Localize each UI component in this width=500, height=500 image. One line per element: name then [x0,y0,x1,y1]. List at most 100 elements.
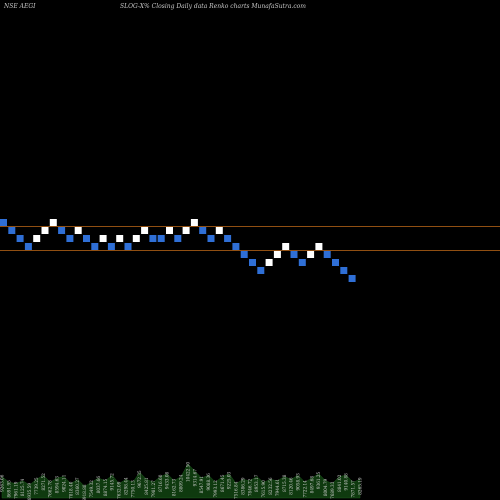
renko-brick-up [215,227,223,234]
volume-label: 8232.56 [268,477,273,495]
volume-label: 8162.73 [172,478,177,496]
renko-brick-up [273,251,281,258]
renko-brick-up [166,227,173,234]
volume-label: 7846.72 [247,478,252,496]
volume-label: 7750.13 [130,480,135,498]
renko-brick-down [199,227,207,234]
volume-label: 7689.33 [330,481,335,499]
volume-label: 9088.36 [206,473,211,491]
renko-brick-down [240,251,248,258]
volume-label: 9314.67 [192,469,197,487]
renko-brick-down [323,251,331,258]
volume-label: 7615.90 [261,480,266,498]
renko-brick-up [49,219,57,226]
volume-label: 7981.27 [151,480,156,498]
renko-brick-down [257,267,265,274]
renko-bricks [0,219,356,282]
renko-brick-down [332,259,339,266]
volume-label: 7993.12 [213,480,218,498]
renko-brick-down [0,219,7,226]
renko-brick-up [190,219,198,226]
renko-brick-up [182,227,190,234]
volume-label: 9225.03 [227,471,232,489]
renko-brick-down [157,235,165,242]
renko-brick-up [307,251,315,258]
renko-brick-up [33,235,41,242]
renko-brick-down [149,235,157,242]
renko-brick-down [348,275,356,282]
renko-brick-down [298,259,306,266]
volume-label: 9145.72 [110,473,115,491]
renko-brick-down [16,235,24,242]
renko-brick-down [232,243,240,250]
volume-label: 8841.02 [337,474,342,492]
renko-brick-up [74,227,82,234]
volume-label: 10422.50 [185,462,190,482]
volume-label: 7662.78 [48,480,53,498]
volume-label: 8594.63 [55,476,60,494]
renko-brick-down [58,227,66,234]
volume-label: 8547.91 [199,476,204,494]
volume-label: 8265.19 [358,477,363,495]
volume-label: 8874.15 [103,478,108,496]
symbol-label: NSE AEGI [3,3,36,10]
volume-label: 8125.74 [20,478,25,496]
volume-label: 7722.14 [302,480,307,498]
renko-brick-down [83,235,90,242]
renko-brick-down [249,259,256,266]
renko-brick-down [124,243,132,250]
renko-brick-up [265,259,273,266]
volume-label: 7944.61 [275,478,280,496]
volume-label: 8298.44 [123,477,128,495]
volume-label: 8497.68 [309,476,314,494]
volume-area: 9263.06 8691.95 7961.19 8125.74 6935.59 7739.… [0,462,363,500]
volume-label: 8386.29 [240,477,245,495]
chart-caption: SLOG-X% Closing Daily data Renko charts … [120,3,306,10]
volume-label: 7549.32 [89,480,94,498]
volume-label: 8691.95 [6,480,11,498]
renko-brick-up [282,243,290,250]
renko-brick-up [41,227,49,234]
volume-label: 7818.40 [68,481,73,499]
volume-label: 7516.84 [234,481,239,499]
renko-brick-up [141,227,149,234]
volume-label: 8809.24 [179,474,184,492]
renko-brick-down [24,243,32,250]
volume-label: 8360.27 [75,477,80,495]
volume-label: 8004.79 [323,478,328,496]
renko-brick-down [66,235,74,242]
volume-label: 7739.25 [34,477,39,495]
renko-brick-down [340,267,348,274]
volume-label: 9024.11 [61,474,66,492]
volume-label: 7632.09 [117,481,122,499]
volume-label: 9140.88 [344,473,349,491]
volume-label: 8271.52 [41,473,46,491]
volume-label: 8120.46 [289,477,294,495]
renko-brick-down [290,251,298,258]
renko-brick-down [8,227,16,234]
renko-brick-down [107,243,115,250]
renko-brick-down [91,243,99,250]
volume-label: 9433.08 [165,471,170,489]
volume-label: 8716.60 [158,474,163,492]
renko-brick-up [99,235,107,242]
volume-label: 6935.59 [27,483,32,500]
volume-label: 8953.17 [254,474,259,492]
volume-label: 8037.66 [96,476,101,494]
volume-area-shape [1,463,361,499]
renko-brick-up [116,235,124,242]
volume-label: 7961.19 [13,481,18,499]
volume-label: 7871.57 [351,480,356,498]
renko-brick-down [174,235,182,242]
volume-label: 9672.35 [137,470,142,488]
volume-label: 6918.88 [82,484,87,500]
volume-label: 8425.81 [144,477,149,495]
reference-lines [0,226,500,251]
renko-brick-down [207,235,215,242]
renko-brick-up [315,243,323,250]
renko-brick-down [224,235,232,242]
volume-label: 9263.06 [0,474,5,492]
